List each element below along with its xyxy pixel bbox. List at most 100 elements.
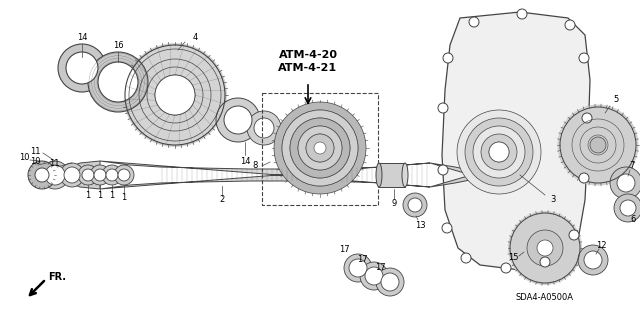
Circle shape (247, 111, 281, 145)
Text: 8: 8 (252, 161, 258, 170)
Circle shape (349, 259, 367, 277)
Circle shape (582, 113, 592, 123)
Circle shape (465, 118, 533, 186)
Text: ATM-4-21: ATM-4-21 (278, 63, 337, 73)
Text: SDA4-A0500A: SDA4-A0500A (516, 293, 574, 302)
Circle shape (481, 134, 517, 170)
Circle shape (290, 118, 350, 178)
Circle shape (557, 105, 639, 186)
Circle shape (457, 110, 541, 194)
Circle shape (360, 262, 388, 290)
Text: ATM-4-20: ATM-4-20 (278, 50, 337, 60)
Ellipse shape (402, 163, 408, 187)
Circle shape (408, 198, 422, 212)
Circle shape (579, 53, 589, 63)
Circle shape (508, 211, 582, 285)
Circle shape (290, 118, 350, 178)
Circle shape (438, 103, 448, 113)
Circle shape (45, 165, 65, 185)
Circle shape (82, 169, 94, 181)
Circle shape (66, 52, 98, 84)
Circle shape (88, 52, 148, 112)
Polygon shape (100, 161, 430, 189)
Circle shape (298, 126, 342, 170)
Circle shape (540, 257, 550, 267)
Circle shape (381, 273, 399, 291)
Text: 11: 11 (29, 146, 40, 155)
Ellipse shape (376, 163, 382, 187)
Text: 13: 13 (415, 220, 426, 229)
Circle shape (365, 267, 383, 285)
Circle shape (216, 98, 260, 142)
Circle shape (438, 165, 448, 175)
Circle shape (469, 17, 479, 27)
Text: 9: 9 (392, 198, 397, 207)
Text: 16: 16 (113, 41, 124, 50)
Circle shape (517, 9, 527, 19)
Circle shape (94, 169, 106, 181)
Text: FR.: FR. (48, 272, 66, 282)
Text: 1: 1 (97, 190, 102, 199)
Circle shape (442, 223, 452, 233)
Text: 2: 2 (220, 196, 225, 204)
Text: 1: 1 (109, 190, 115, 199)
Text: 1: 1 (122, 192, 127, 202)
Circle shape (617, 174, 635, 192)
Circle shape (282, 110, 358, 186)
Circle shape (443, 53, 453, 63)
Circle shape (376, 268, 404, 296)
Circle shape (489, 142, 509, 162)
Text: 7: 7 (629, 160, 635, 169)
Text: 17: 17 (356, 256, 367, 264)
Circle shape (314, 142, 326, 154)
Text: 15: 15 (508, 254, 518, 263)
Circle shape (90, 165, 110, 185)
Circle shape (28, 161, 56, 189)
Circle shape (64, 167, 80, 183)
Circle shape (610, 167, 640, 199)
Circle shape (344, 254, 372, 282)
Text: 12: 12 (596, 241, 606, 250)
Text: 17: 17 (339, 246, 349, 255)
Circle shape (620, 200, 636, 216)
Text: 4: 4 (193, 33, 198, 41)
Polygon shape (55, 161, 100, 189)
Circle shape (614, 194, 640, 222)
Polygon shape (430, 163, 485, 187)
Polygon shape (442, 12, 590, 270)
Circle shape (60, 163, 84, 187)
Circle shape (282, 110, 358, 186)
Text: 10: 10 (19, 152, 29, 161)
Text: 14: 14 (77, 33, 87, 41)
Text: 3: 3 (550, 196, 556, 204)
Text: 17: 17 (374, 263, 385, 272)
Circle shape (501, 263, 511, 273)
Circle shape (41, 161, 69, 189)
Circle shape (98, 62, 138, 102)
Circle shape (306, 134, 334, 162)
Text: 6: 6 (630, 216, 636, 225)
Text: 14: 14 (240, 158, 250, 167)
Circle shape (579, 173, 589, 183)
Circle shape (565, 20, 575, 30)
Circle shape (584, 251, 602, 269)
Circle shape (569, 230, 579, 240)
Circle shape (102, 165, 122, 185)
Bar (379, 163, 405, 187)
Bar (262, 93, 378, 205)
Circle shape (537, 240, 553, 256)
Text: 10: 10 (29, 158, 40, 167)
Circle shape (473, 126, 525, 178)
Circle shape (114, 165, 134, 185)
Circle shape (590, 137, 606, 153)
Circle shape (298, 126, 342, 170)
Circle shape (78, 165, 98, 185)
Circle shape (461, 253, 471, 263)
Circle shape (118, 169, 130, 181)
Circle shape (58, 44, 106, 92)
Circle shape (224, 106, 252, 134)
Circle shape (106, 169, 118, 181)
Text: 11: 11 (49, 160, 60, 168)
Circle shape (489, 142, 509, 162)
Circle shape (527, 230, 563, 266)
